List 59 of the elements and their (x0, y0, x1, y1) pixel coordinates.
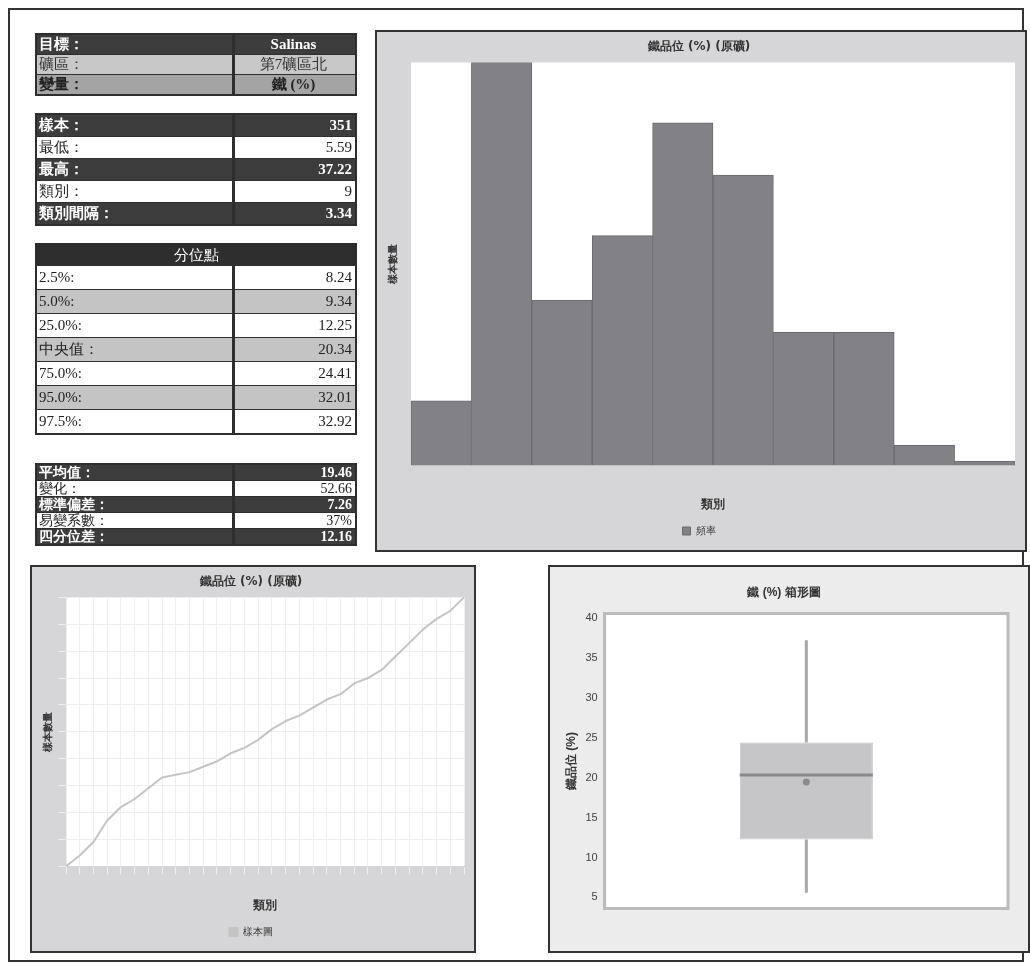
chart-title: 鐵品位 (%) (原礦) (646, 39, 751, 54)
text: 分位點 (172, 245, 220, 265)
text: 5.59 (235, 137, 355, 158)
y-tick-label: 15 (585, 810, 598, 823)
y-axis-title: 鐵品位 (%) (563, 732, 578, 791)
text: 第7礦區北 (235, 55, 355, 74)
text: 易變系數： (37, 513, 232, 528)
y-tick-label: 40 (585, 611, 598, 624)
text: 12.16 (235, 529, 355, 544)
y-tick-label: 5 (591, 890, 598, 903)
chart-title: 鐵品位 (%) (原礦) (198, 574, 303, 589)
text: 類別間隔： (37, 203, 232, 224)
text: 礦區： (37, 55, 232, 74)
text: 95.0%: (37, 386, 232, 409)
chart-title: 鐵 (%) 箱形圖 (746, 584, 821, 599)
text: 標準偏差： (37, 497, 232, 512)
y-tick-label: 20 (585, 770, 598, 783)
legend-label: 樣本圖 (242, 925, 273, 937)
text: 最低： (37, 137, 232, 158)
text: Salinas (235, 35, 355, 54)
text: 3.34 (235, 203, 355, 224)
text: 75.0%: (37, 362, 232, 385)
text: 9 (235, 181, 355, 202)
text: 12.25 (235, 314, 355, 337)
text: 351 (235, 115, 355, 136)
text: 變化： (37, 481, 232, 496)
x-axis-title: 類別 (252, 898, 277, 913)
text: 24.41 (235, 362, 355, 385)
y-tick-label: 25 (585, 730, 598, 743)
text: 鐵 (%) (235, 75, 355, 94)
text: 最高： (37, 159, 232, 180)
text: 52.66 (235, 481, 355, 496)
text: 目標： (37, 35, 232, 54)
y-axis-title: 樣本數量 (41, 711, 53, 753)
y-tick-label: 10 (585, 850, 598, 863)
text: 樣本： (37, 115, 232, 136)
text: 2.5%: (37, 266, 232, 289)
y-tick-label: 30 (585, 691, 598, 703)
text: 類別： (37, 181, 232, 202)
y-tick-label: 35 (585, 651, 598, 664)
text: 9.34 (235, 290, 355, 313)
text: 變量： (37, 75, 232, 94)
text: 37% (235, 513, 355, 528)
text: 平均值： (37, 465, 232, 480)
text: 37.22 (235, 159, 355, 180)
text: 97.5%: (37, 410, 232, 433)
text: 8.24 (235, 266, 355, 289)
x-axis-title: 類別 (700, 497, 725, 512)
text: 25.0%: (37, 314, 232, 337)
text: 四分位差： (37, 529, 232, 544)
y-axis-title: 樣本數量 (386, 243, 398, 285)
text: 32.92 (235, 410, 355, 433)
text: 7.26 (235, 497, 355, 512)
text: 中央值： (37, 338, 232, 361)
text: 20.34 (235, 338, 355, 361)
text: 32.01 (235, 386, 355, 409)
text: 19.46 (235, 465, 355, 480)
text: 5.0%: (37, 290, 232, 313)
legend-label: 頻率 (695, 524, 716, 536)
